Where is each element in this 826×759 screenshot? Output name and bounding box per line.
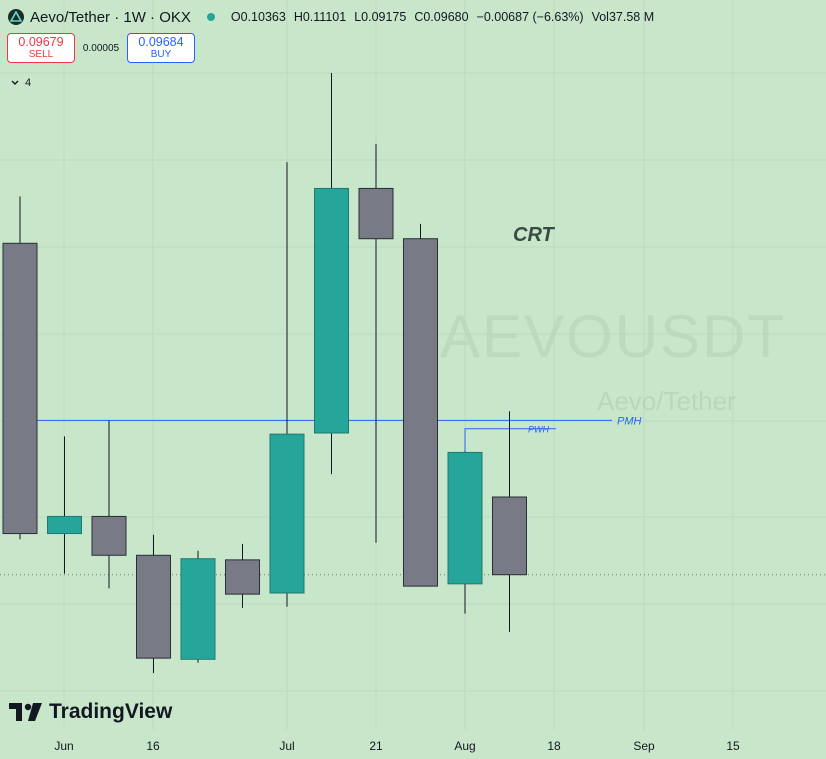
candle xyxy=(314,73,349,475)
candle-body-down xyxy=(403,238,438,587)
candle-body-up xyxy=(47,515,82,535)
tradingview-logo[interactable]: TradingView xyxy=(9,700,172,724)
sell-price: 0.09679 xyxy=(18,35,64,49)
x-axis-tick-label: Jul xyxy=(279,739,295,753)
candle xyxy=(136,534,171,673)
symbol-title[interactable]: Aevo/Tether · 1W · OKX xyxy=(30,8,191,26)
x-axis-tick-label: 21 xyxy=(369,739,383,753)
low-label: L xyxy=(354,10,362,24)
candle-body-up xyxy=(269,433,305,594)
spread-value: 0.00005 xyxy=(82,42,120,54)
candle-body-up xyxy=(180,558,216,660)
pwh-label: PWH xyxy=(528,425,549,435)
candle-body-down xyxy=(91,515,127,556)
open-value: 0.10363 xyxy=(240,10,286,24)
volume-value: 37.58 M xyxy=(608,10,655,24)
x-axis-tick-label: 18 xyxy=(547,739,561,753)
candle xyxy=(447,451,483,614)
high-label: H xyxy=(293,10,303,24)
candlestick-series xyxy=(2,73,527,673)
candle xyxy=(358,143,394,543)
candle-body-up xyxy=(314,187,349,434)
buy-button[interactable]: 0.09684 BUY xyxy=(127,33,195,63)
close-value: 0.09680 xyxy=(423,10,469,24)
x-axis-tick-label: 15 xyxy=(726,739,740,753)
high-value: 0.11101 xyxy=(302,10,347,24)
pmh-label: PMH xyxy=(617,415,642,427)
candle-body-down xyxy=(225,559,260,595)
low-value: 0.09175 xyxy=(361,10,407,24)
symbol-watermark: AEVOUSDT xyxy=(440,303,787,370)
candle xyxy=(2,196,38,540)
candle-body-up xyxy=(447,451,483,585)
candle xyxy=(492,411,527,632)
x-axis-tick-label: Sep xyxy=(633,739,655,753)
buy-price: 0.09684 xyxy=(138,35,184,49)
candle xyxy=(225,543,260,608)
candle xyxy=(269,162,305,607)
aevo-logo-icon xyxy=(8,9,24,25)
indicator-count: 4 xyxy=(25,77,32,89)
sell-button[interactable]: 0.09679 SELL xyxy=(7,33,75,63)
x-axis-tick-label: Jun xyxy=(54,739,74,753)
crt-label: CRT xyxy=(513,224,556,246)
x-axis-tick-label: 16 xyxy=(146,739,160,753)
change-value: −0.00687 (−6.63%) xyxy=(476,10,584,24)
tradingview-logo-icon xyxy=(9,703,42,721)
candle-body-down xyxy=(136,554,171,659)
open-label: O xyxy=(230,10,241,24)
indicators-toggle[interactable]: 4 xyxy=(10,77,31,89)
candle xyxy=(403,223,438,587)
x-axis-tick-label: Aug xyxy=(454,739,476,753)
volume-label: Vol xyxy=(591,10,609,24)
trade-panel: 0.09679 SELL 0.00005 0.09684 BUY xyxy=(7,33,195,63)
sell-label: SELL xyxy=(28,49,54,60)
candle xyxy=(91,420,127,589)
market-status-icon xyxy=(206,13,215,21)
close-label: C xyxy=(414,10,424,24)
buy-label: BUY xyxy=(150,49,172,60)
candle xyxy=(47,436,82,574)
chart-annotations: CRT PMH PWH xyxy=(513,224,642,435)
tradingview-wordmark: TradingView xyxy=(49,700,173,723)
pwh-level-line xyxy=(464,428,556,453)
candle-body-down xyxy=(492,496,527,576)
candle xyxy=(180,550,216,663)
ohlc-readout: O0.10363 H0.11101 L0.09175 C0.09680 −0.0… xyxy=(231,10,654,24)
chevron-down-icon xyxy=(11,80,19,85)
chart-header: Aevo/Tether · 1W · OKX O0.10363 H0.11101… xyxy=(8,6,654,28)
name-watermark: Aevo/Tether xyxy=(597,386,736,416)
candle-body-down xyxy=(358,187,394,240)
candle-body-down xyxy=(2,242,38,535)
